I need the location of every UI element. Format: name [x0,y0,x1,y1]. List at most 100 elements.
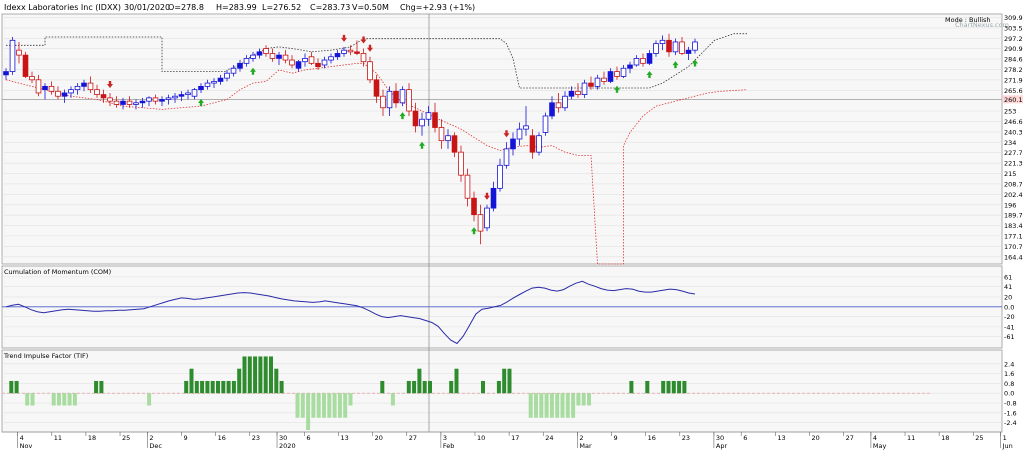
tif-bar [51,393,56,406]
com-tick-label: 0.0 [1004,303,1014,311]
candle [178,91,185,102]
candles [3,33,698,245]
candle [165,94,172,105]
candle [529,129,536,159]
candle [653,40,659,57]
price-tick-label: 278.2 [1004,66,1023,74]
candle [594,74,601,90]
candle [607,68,614,84]
tif-bar [581,393,586,406]
candle [126,96,133,108]
candle [211,78,217,89]
price-tick-label: 164.4 [1004,253,1023,261]
candle [334,50,341,61]
candle [113,96,120,108]
candle [503,142,510,169]
tif-bar [528,393,533,418]
candle [308,51,315,65]
tif-bar [247,356,252,394]
candle [263,45,269,57]
tif-bar [94,380,99,394]
tif-bar [587,393,591,406]
candle [282,50,289,64]
candle [581,79,588,98]
tif-bar [534,393,538,418]
x-month-label: Nov [20,442,33,450]
com-grid [2,276,1002,337]
candle [646,50,653,65]
candle [412,102,419,133]
candle [3,68,9,80]
candle [692,38,698,54]
tif-grid [2,363,1002,423]
lower-band [5,62,748,265]
candle [542,112,549,136]
candle [451,132,458,158]
tif-bar [645,380,650,394]
candle [497,158,503,192]
candle [484,204,490,232]
x-day-label: 24 [545,434,553,442]
candle [35,74,42,97]
candle [458,145,464,182]
candle [477,204,484,245]
x-day-label: 11 [54,434,62,442]
tif-bar [332,393,337,418]
x-day-label: 4 [873,434,877,442]
candle [22,51,29,79]
price-tick-label: 303.5 [1004,24,1023,32]
candle [347,45,354,56]
tif-bar [539,393,544,418]
candle [432,102,438,133]
x-month-label: Jun [1002,442,1013,450]
x-day-label: 30 [279,434,287,442]
candle [159,96,165,107]
candle [406,83,412,116]
tif-bar [671,380,676,394]
candle [74,83,81,95]
tif-bar [380,380,385,394]
tif-bar [422,380,427,394]
com-title: Cumulation of Momentum (COM) [4,268,111,276]
sell-arrow [360,36,367,44]
x-day-label: 9 [183,434,187,442]
candle [217,74,224,85]
price-tick-label: 234 [1004,139,1016,147]
bar-open: O=278.8 [168,3,204,12]
candle [321,56,328,69]
tif-bar [99,380,104,394]
candle [555,92,562,113]
price-tick-label: 290.9 [1004,45,1023,53]
candle [666,33,672,57]
x-day-label: 30 [716,434,724,442]
com-tick-label: 20 [1004,293,1012,301]
tif-bar [14,380,19,394]
candle [523,106,529,136]
tif-bar [258,356,263,394]
tif-bar [406,380,411,394]
tif-tick-label: 2.4 [1004,360,1014,368]
tif-bar [30,393,35,406]
tif-bar [274,368,279,394]
tif-bar [221,380,226,394]
tif-bar [62,393,67,406]
buy-arrow [614,85,620,93]
tif-bar [666,380,671,394]
candle [61,89,68,103]
com-line [5,280,696,345]
tif-tick-label: -0.8 [1004,400,1017,408]
bar-high: H=283.99 [216,3,257,12]
tif-bar [412,380,417,394]
candle [633,55,640,67]
buy-arrow [471,227,477,235]
x-day-label: 13 [340,434,348,442]
candle [471,191,477,222]
candle [81,79,87,92]
candle [562,91,568,112]
candle [230,64,237,77]
candle [250,51,256,62]
tif-bar [677,380,682,394]
price-tick-label: 297.2 [1004,35,1023,43]
x-day-label: 3 [443,434,447,442]
